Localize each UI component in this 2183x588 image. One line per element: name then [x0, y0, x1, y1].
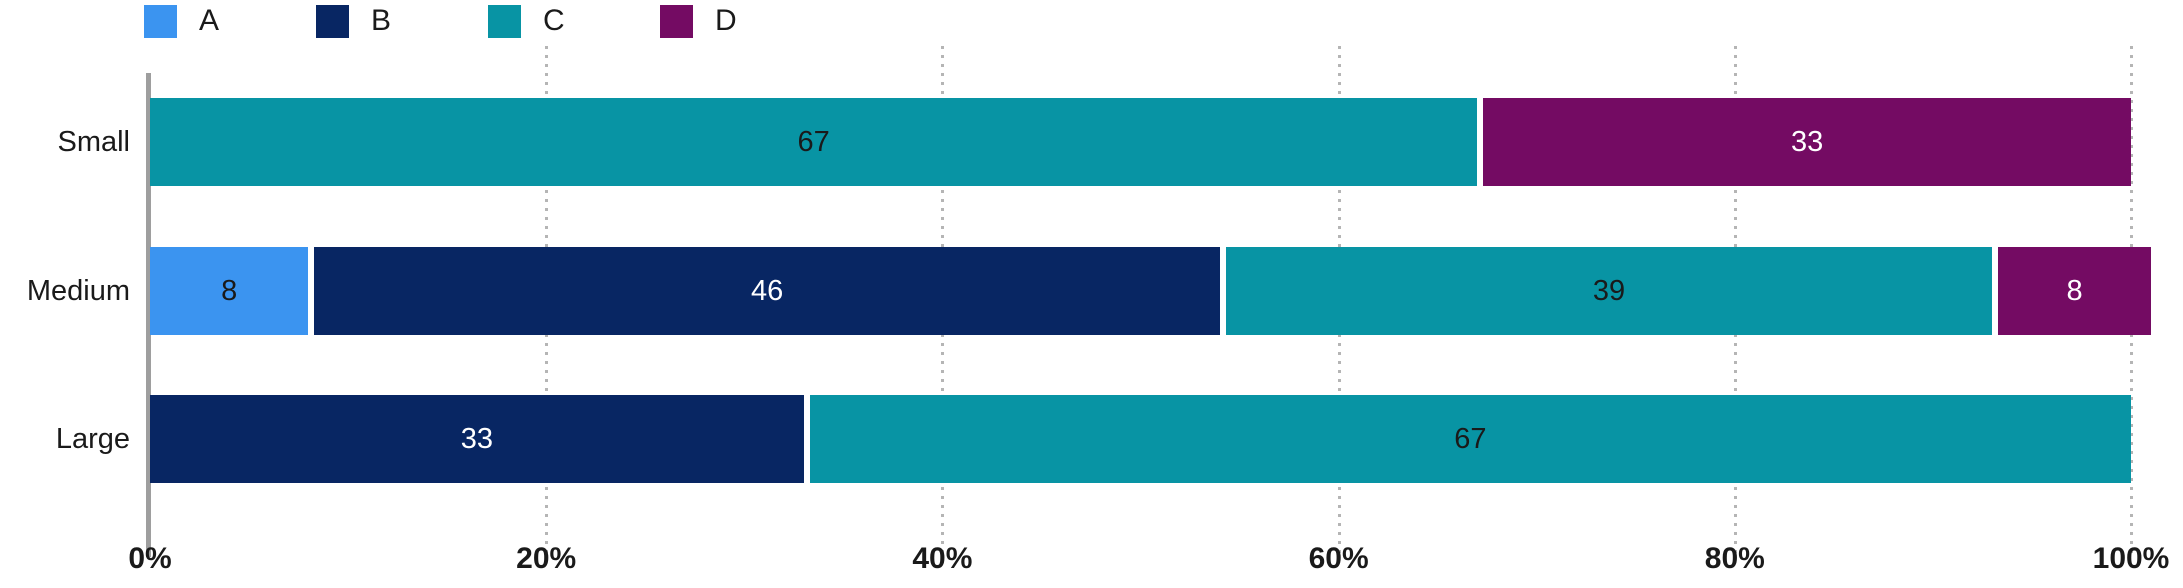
x-tick-label-80: 80% — [1704, 542, 1765, 575]
bar-segment-medium-d[interactable]: 8 — [1992, 247, 2151, 335]
bar-segment-small-c[interactable]: 67 — [150, 98, 1478, 186]
legend: A B C D — [144, 2, 832, 40]
x-tick-label-100: 100% — [2092, 542, 2170, 575]
legend-swatch-b — [316, 4, 349, 38]
legend-swatch-c — [488, 4, 521, 38]
y-axis-line — [146, 73, 151, 557]
category-label-large: Large — [55, 423, 130, 455]
legend-label: D — [715, 4, 737, 37]
legend-item-c[interactable]: C — [488, 2, 660, 40]
legend-item-d[interactable]: D — [660, 2, 832, 40]
bar-segment-medium-b[interactable]: 46 — [308, 247, 1220, 335]
legend-item-b[interactable]: B — [316, 2, 488, 40]
x-tick-label-60: 60% — [1308, 542, 1369, 575]
legend-label: B — [371, 4, 392, 37]
category-label-small: Small — [57, 126, 130, 158]
legend-label: C — [543, 4, 565, 37]
bar-segment-medium-c[interactable]: 39 — [1219, 247, 1993, 335]
legend-swatch-d — [660, 4, 693, 38]
legend-label: A — [199, 4, 220, 37]
bar-segment-large-b[interactable]: 33 — [150, 395, 804, 483]
x-tick-label-0: 0% — [128, 542, 172, 575]
bar-segment-medium-a[interactable]: 8 — [150, 247, 309, 335]
category-label-medium: Medium — [26, 275, 130, 307]
legend-item-a[interactable]: A — [144, 2, 316, 40]
x-tick-label-20: 20% — [516, 542, 577, 575]
bar-segment-small-d[interactable]: 33 — [1477, 98, 2131, 186]
x-tick-label-40: 40% — [912, 542, 973, 575]
legend-swatch-a — [144, 4, 177, 38]
bar-segment-large-c[interactable]: 67 — [803, 395, 2131, 483]
